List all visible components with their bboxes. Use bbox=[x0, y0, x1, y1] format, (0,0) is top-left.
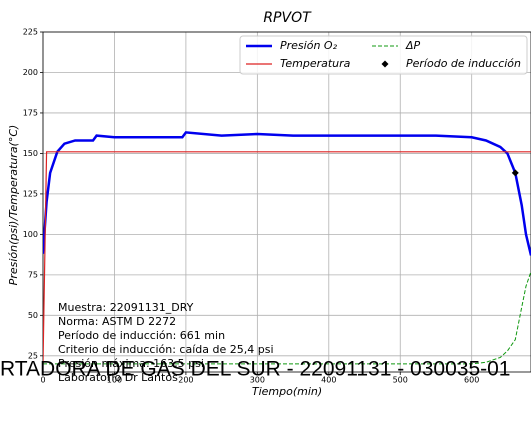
y-tick-label: 125 bbox=[23, 189, 38, 198]
y-tick-label: 100 bbox=[23, 230, 38, 239]
annotation-line: Norma: ASTM D 2272 bbox=[58, 315, 176, 328]
annotation-line: Criterio de inducción: caída de 25,4 psi bbox=[58, 343, 274, 356]
y-tick-label: 200 bbox=[23, 68, 38, 77]
annotation-line: Laboratorio Dr Lantos bbox=[58, 371, 178, 384]
x-tick-label: 300 bbox=[250, 376, 265, 385]
x-tick-label: 400 bbox=[321, 376, 336, 385]
x-tick-label: 600 bbox=[464, 376, 479, 385]
x-tick-label: 0 bbox=[40, 376, 45, 385]
x-tick-label: 500 bbox=[393, 376, 408, 385]
y-tick-label: 75 bbox=[28, 270, 38, 279]
legend-label: Período de inducción bbox=[406, 57, 521, 70]
y-tick-label: 175 bbox=[23, 108, 38, 117]
x-axis-label: Tiempo(min) bbox=[252, 385, 322, 398]
watermark: RTADORA DE GAS DEL SUR - 22091131 - 0300… bbox=[0, 358, 510, 381]
data-line bbox=[43, 271, 531, 365]
legend-label: ΔP bbox=[405, 39, 421, 52]
legend-box bbox=[239, 35, 528, 75]
plot-frame bbox=[42, 31, 531, 373]
induction-marker bbox=[511, 169, 519, 177]
y-tick-label: 50 bbox=[28, 311, 38, 320]
legend-label: Temperatura bbox=[280, 57, 351, 70]
x-tick-label: 100 bbox=[107, 376, 122, 385]
annotation-line: Período de inducción: 661 min bbox=[58, 329, 225, 342]
x-tick-label: 200 bbox=[178, 376, 193, 385]
y-tick-label: 25 bbox=[28, 351, 38, 360]
y-tick-label: 225 bbox=[23, 28, 38, 37]
legend-label: Presión O₂ bbox=[280, 39, 338, 52]
annotation-line: Muestra: 22091131_DRY bbox=[58, 301, 194, 314]
chart-title: RPVOT bbox=[263, 10, 312, 26]
y-axis-label: Presión(psi)/Temperatura(°C) bbox=[7, 125, 20, 286]
data-line bbox=[43, 131, 531, 256]
data-line bbox=[43, 151, 531, 364]
y-tick-label: 150 bbox=[23, 149, 38, 158]
legend-swatch bbox=[381, 60, 389, 68]
annotation-line: Presión máxima: 163,5 psi bbox=[58, 357, 204, 370]
